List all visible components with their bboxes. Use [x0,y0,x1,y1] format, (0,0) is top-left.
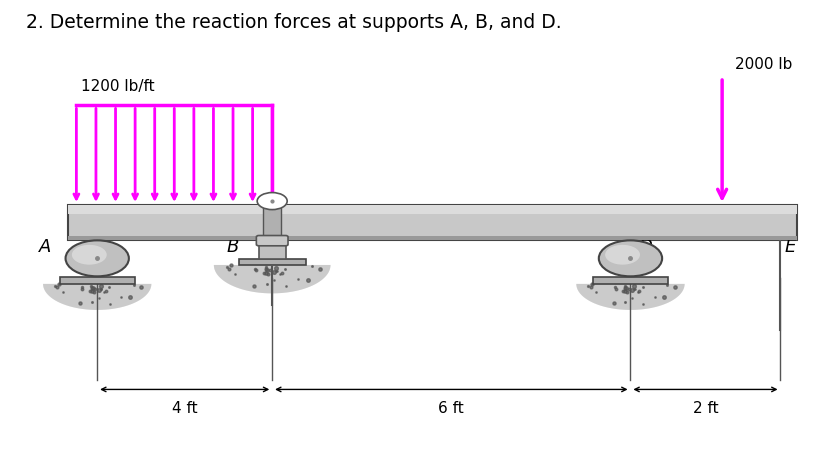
Bar [68,205,797,240]
Bar [59,278,135,284]
Bar [593,278,668,284]
Polygon shape [576,284,685,310]
Circle shape [65,240,129,277]
Circle shape [605,245,640,265]
Text: 1200 lb/ft: 1200 lb/ft [80,79,154,94]
Polygon shape [43,284,151,310]
Text: E: E [785,238,796,256]
Bar [263,198,282,243]
Text: 6 ft: 6 ft [438,401,464,416]
Polygon shape [214,265,330,293]
Bar [68,205,797,214]
Polygon shape [576,284,685,310]
Text: 4 ft: 4 ft [172,401,197,416]
Circle shape [72,245,107,265]
Text: A: A [39,238,51,256]
Text: B: B [227,238,239,256]
Polygon shape [214,265,330,293]
Text: 2. Determine the reaction forces at supports A, B, and D.: 2. Determine the reaction forces at supp… [27,13,562,32]
FancyBboxPatch shape [257,236,288,246]
Bar [259,238,286,259]
Text: D: D [639,238,653,256]
Text: 2000 lb: 2000 lb [735,58,792,72]
Bar [239,259,305,265]
Circle shape [257,193,288,209]
Bar [68,236,797,240]
Polygon shape [43,284,151,310]
Circle shape [599,240,662,277]
Text: 2 ft: 2 ft [693,401,718,416]
